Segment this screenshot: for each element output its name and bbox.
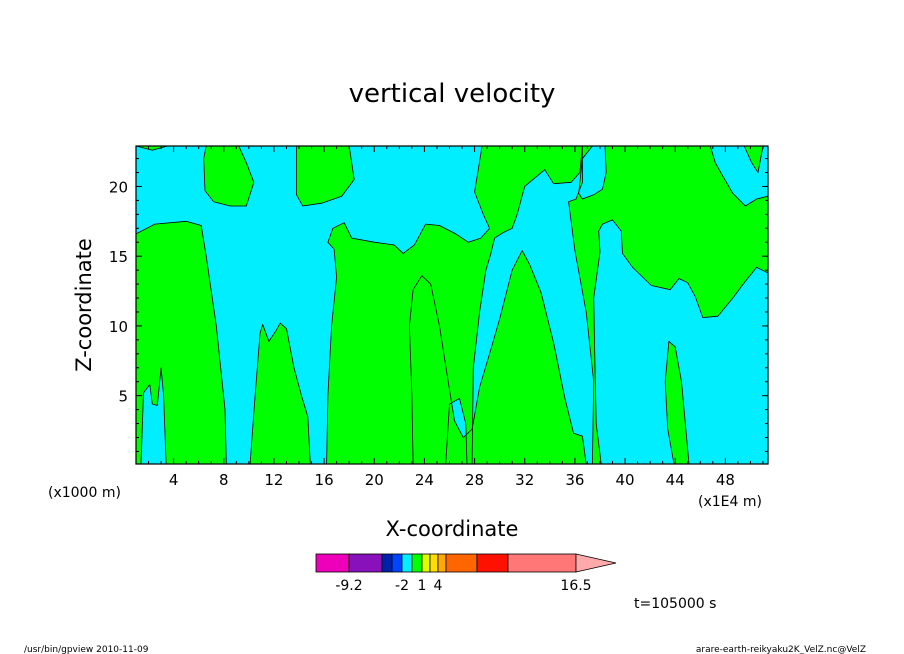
y-axis: 5 10 15 20 [109, 158, 768, 452]
colorbar-swatch [445, 553, 478, 573]
positive-region-central-band [326, 146, 587, 464]
positive-region-right-column-43 [664, 340, 690, 464]
colorbar-swatch [507, 553, 577, 573]
x-tick-label: 8 [219, 471, 229, 489]
x-tick-label: 44 [666, 471, 685, 489]
x-tick-label: 12 [264, 471, 283, 489]
x-tick-label: 24 [415, 471, 434, 489]
y-axis-label: Z-coordinate [72, 238, 96, 372]
positive-regions [136, 146, 768, 464]
y-tick-label: 10 [109, 318, 128, 336]
positive-region-upper-left-cloud [136, 146, 168, 151]
colorbar-tick-label: -9.2 [335, 578, 362, 594]
time-label: t=105000 s [634, 596, 716, 612]
x-tick-label: 48 [716, 471, 735, 489]
x-unit-left: (x1000 m) [48, 485, 121, 501]
colorbar-tick-label: -2 [395, 578, 409, 594]
colorbar: -9.2 -2 1 4 16.5 [315, 553, 617, 594]
positive-region-left-column [136, 220, 227, 464]
colorbar-swatch [401, 553, 413, 573]
y-tick-label: 15 [109, 248, 128, 266]
colorbar-swatch [421, 553, 431, 573]
x-axis-label: X-coordinate [386, 517, 519, 541]
positive-region-column-11 [249, 322, 311, 464]
colorbar-swatch [381, 553, 393, 573]
positive-region-upper-right-cloud [743, 146, 764, 173]
x-tick-label: 4 [169, 471, 179, 489]
y-tick-label: 5 [118, 388, 128, 406]
colorbar-swatch [437, 553, 447, 573]
y-tick-label: 20 [109, 178, 128, 196]
x-tick-label: 16 [315, 471, 334, 489]
x-tick-label: 40 [616, 471, 635, 489]
x-unit-right: (x1E4 m) [698, 494, 762, 510]
x-tick-label: 20 [365, 471, 384, 489]
positive-region-right-band [568, 146, 768, 464]
footer-right: arare-earth-reikyaku2K_VelZ.nc@VelZ [696, 645, 866, 654]
colorbar-tick-label: 16.5 [560, 578, 591, 594]
colorbar-swatch [476, 553, 509, 573]
colorbar-swatch [315, 553, 350, 573]
x-tick-label: 36 [565, 471, 584, 489]
colorbar-swatch [429, 553, 439, 573]
positive-region-upper-cloud-8 [203, 146, 255, 207]
footer-left: /usr/bin/gpview 2010-11-09 [24, 645, 149, 654]
positive-region-upper-cloud-14 [296, 146, 355, 207]
colorbar-swatch [348, 553, 383, 573]
colorbar-tick-label: 1 [418, 578, 427, 594]
colorbar-swatch [391, 553, 403, 573]
colorbar-arrow [575, 553, 617, 573]
colorbar-tick-label: 4 [434, 578, 443, 594]
chart-title: vertical velocity [349, 79, 556, 109]
colorbar-swatch [411, 553, 423, 573]
x-tick-label: 28 [465, 471, 484, 489]
x-axis: 4 8 12 16 20 24 28 32 36 40 44 48 [135, 146, 764, 489]
x-tick-label: 32 [515, 471, 534, 489]
plot-frame [135, 145, 769, 465]
